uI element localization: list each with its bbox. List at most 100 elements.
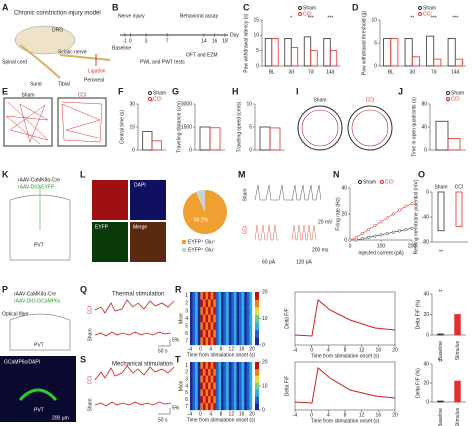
heat-cell: [231, 396, 235, 404]
heat-cell: [249, 299, 253, 308]
heat-cell: [215, 314, 219, 323]
label: 200: [408, 243, 417, 249]
heat-cell: [192, 368, 196, 376]
heat-cell: [239, 314, 242, 323]
heat-cell: [244, 375, 248, 383]
label: M: [238, 169, 246, 179]
heat-cell: [210, 396, 214, 404]
heat-cell: [213, 322, 217, 331]
heat-cell: [249, 292, 253, 300]
heat-cell: [231, 292, 235, 300]
heat-cell: [244, 382, 248, 390]
label: PVT: [34, 242, 44, 248]
heat-cell: [192, 375, 196, 383]
label: C: [243, 2, 250, 12]
bar: [454, 314, 461, 336]
label: *: [447, 99, 449, 105]
point: [391, 212, 395, 216]
label: 1: [185, 293, 188, 299]
heat-cell: [215, 382, 219, 390]
heat-cell: [202, 375, 206, 383]
heat-cell: [192, 292, 196, 300]
label: **: [410, 15, 414, 21]
heat-cell: [205, 299, 209, 308]
label: EYFP⁺ Glu⁺: [188, 239, 216, 245]
bar: [437, 333, 444, 336]
heat-cell: [221, 322, 224, 331]
label: 4: [327, 347, 330, 353]
bar: [383, 38, 392, 67]
heat-cell: [205, 329, 209, 338]
label: 7: [185, 404, 188, 410]
heat-cell: [213, 314, 217, 323]
label: 40: [423, 361, 429, 367]
bar: [142, 131, 153, 151]
heat-cell: [246, 389, 250, 397]
label: N: [333, 169, 340, 179]
heat-cell: [236, 403, 240, 411]
heat-cell: [241, 375, 245, 383]
label: 4: [185, 316, 188, 322]
label: 20: [392, 412, 398, 418]
bar: [209, 127, 221, 151]
label: EYFP: [95, 224, 109, 230]
heat-cell: [200, 337, 204, 346]
label: 50 s: [158, 348, 168, 354]
heat-cell: [244, 389, 248, 397]
bar: [404, 38, 413, 67]
heat-cell: [192, 396, 196, 404]
heat-cell: [223, 292, 227, 300]
colorbar: [255, 382, 259, 390]
colorbar: [255, 314, 259, 323]
heat-cell: [233, 307, 237, 315]
label: Sham: [87, 328, 93, 341]
label: BL: [388, 69, 394, 75]
heat-cell: [236, 382, 240, 390]
heat-cell: [195, 322, 198, 331]
heat-cell: [195, 337, 198, 346]
label: 10: [246, 101, 252, 107]
label: 0: [426, 332, 429, 338]
heat-cell: [236, 375, 240, 383]
heat-cell: [231, 403, 235, 411]
colorbar: [255, 299, 259, 308]
heat-cell: [205, 314, 209, 323]
heat-cell: [246, 329, 250, 338]
label: 14: [201, 38, 207, 44]
heat-cell: [202, 362, 206, 370]
label: 0: [262, 342, 265, 348]
label: Stimulus: [455, 341, 461, 361]
heat-cell: [197, 403, 201, 411]
heat-cell: [231, 307, 235, 315]
heat-cell: [246, 396, 250, 404]
point: [373, 234, 377, 238]
heat-cell: [192, 322, 196, 331]
bar: [151, 140, 162, 151]
heat-cell: [210, 375, 214, 383]
label: **: [439, 289, 443, 295]
heat-cell: [244, 322, 248, 331]
heat-cell: [213, 292, 217, 300]
label: 100: [377, 243, 386, 249]
heat-cell: [202, 396, 206, 404]
label: Peroneal: [84, 77, 104, 83]
heat-cell: [197, 322, 201, 331]
heat-cell: [210, 314, 214, 323]
heat-cell: [205, 292, 209, 300]
label: 5: [185, 323, 188, 329]
label: **: [439, 249, 443, 255]
point: [385, 216, 389, 220]
label: EYFP⁺ Glu⁻: [188, 247, 216, 253]
label: -80: [422, 239, 429, 245]
colorbar: [255, 375, 259, 383]
heat-cell: [239, 362, 242, 370]
heat-cell: [239, 292, 242, 300]
heat-cell: [249, 329, 253, 338]
heat-cell: [246, 299, 250, 308]
label: 8: [344, 347, 347, 353]
heat-cell: [215, 329, 219, 338]
heat-cell: [218, 307, 222, 315]
point: [404, 228, 408, 232]
heat-cell: [218, 403, 222, 411]
heat-cell: [244, 337, 248, 346]
